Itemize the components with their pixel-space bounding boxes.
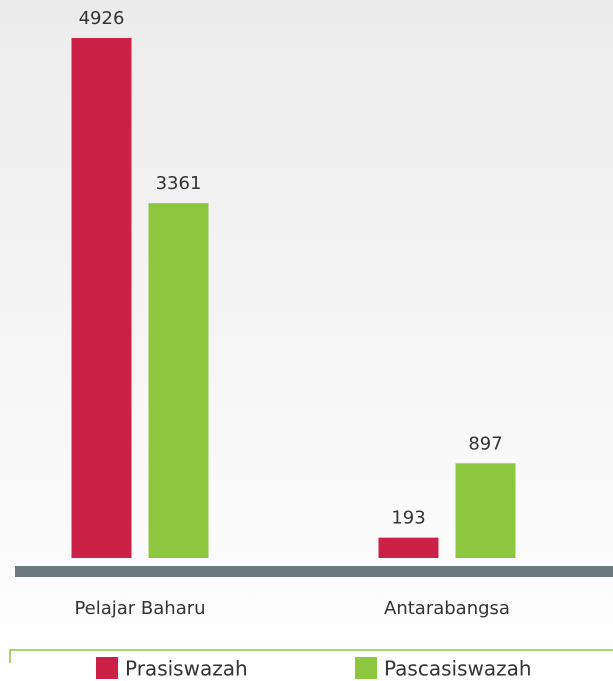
- data-label: 897: [468, 433, 502, 454]
- legend-frame: [9, 649, 613, 663]
- legend-swatch: [355, 657, 377, 679]
- legend-label: Pascasiswazah: [384, 657, 532, 681]
- bar: [455, 463, 516, 558]
- bar: [148, 203, 209, 559]
- bar: [71, 38, 132, 558]
- x-tick-label: Antarabangsa: [384, 598, 510, 619]
- legend-swatch: [96, 657, 118, 679]
- data-label: 3361: [156, 173, 202, 194]
- legend-label: Prasiswazah: [125, 657, 248, 681]
- data-label: 4926: [79, 8, 125, 29]
- baseline: [15, 566, 613, 577]
- x-tick-label: Pelajar Baharu: [74, 598, 205, 619]
- data-label: 193: [391, 508, 425, 529]
- bar: [378, 537, 439, 558]
